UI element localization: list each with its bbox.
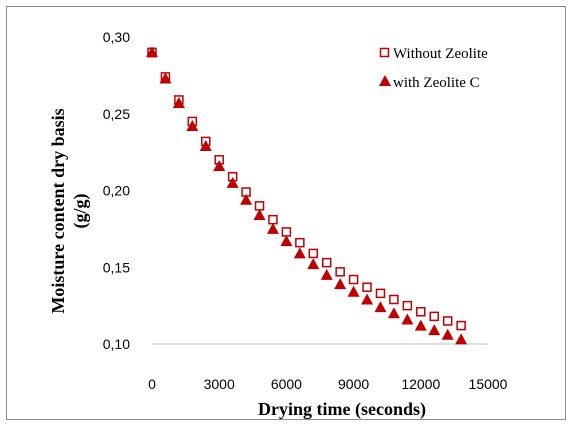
- marker-with-zeolite-c: [199, 139, 212, 151]
- x-tick-label: 3000: [204, 376, 235, 392]
- legend-marker-without-zeolite: [379, 47, 390, 58]
- y-tick-label: 0,15: [103, 259, 130, 275]
- marker-without-zeolite: [456, 320, 466, 331]
- marker-with-zeolite-c: [347, 285, 360, 297]
- legend-marker-with-zeolite-c: [379, 75, 391, 86]
- marker-without-zeolite: [402, 300, 413, 311]
- marker-with-zeolite-c: [320, 268, 333, 280]
- legend-label-with-zeolite-c: with Zeolite C: [393, 75, 480, 91]
- marker-with-zeolite-c: [401, 313, 414, 325]
- x-tick-label: 0: [148, 376, 156, 392]
- marker-with-zeolite-c: [428, 324, 441, 336]
- marker-with-zeolite-c: [334, 278, 347, 290]
- marker-with-zeolite-c: [455, 333, 468, 345]
- marker-with-zeolite-c: [414, 319, 427, 331]
- y-tick-label: 0,10: [103, 336, 130, 352]
- marker-with-zeolite-c: [253, 209, 266, 221]
- y-axis-title-line2: (g/g): [70, 194, 91, 229]
- y-tick-label: 0,30: [103, 29, 130, 45]
- marker-with-zeolite-c: [159, 72, 172, 84]
- legend-label-without-zeolite: Without Zeolite: [393, 46, 488, 62]
- x-axis-title: Drying time (seconds): [258, 399, 426, 420]
- marker-without-zeolite: [295, 237, 305, 248]
- marker-with-zeolite-c: [172, 97, 185, 109]
- legend: Without Zeolite with Zeolite C: [379, 46, 488, 91]
- y-tick-labels: 0,10 0,15 0,20 0,25 0,30: [103, 29, 130, 352]
- data-markers: [146, 46, 468, 345]
- marker-with-zeolite-c: [293, 247, 306, 259]
- marker-with-zeolite-c: [374, 301, 387, 313]
- marker-with-zeolite-c: [226, 176, 239, 188]
- marker-without-zeolite: [268, 214, 278, 225]
- marker-with-zeolite-c: [307, 258, 320, 270]
- chart-frame: [6, 6, 566, 420]
- marker-without-zeolite: [442, 316, 453, 326]
- marker-with-zeolite-c: [361, 293, 374, 305]
- marker-without-zeolite: [429, 311, 439, 322]
- x-tick-label: 6000: [271, 376, 302, 392]
- marker-without-zeolite: [335, 267, 345, 277]
- marker-with-zeolite-c: [240, 193, 253, 205]
- marker-with-zeolite-c: [213, 159, 226, 171]
- x-tick-labels: 0 3000 6000 9000 12000 15000: [148, 376, 508, 392]
- marker-with-zeolite-c: [146, 46, 158, 58]
- y-tick-label: 0,25: [103, 106, 130, 122]
- marker-with-zeolite-c: [266, 222, 279, 234]
- marker-with-zeolite-c: [186, 120, 199, 132]
- marker-without-zeolite: [308, 248, 319, 259]
- x-tick-label: 9000: [338, 376, 369, 392]
- marker-with-zeolite-c: [280, 235, 293, 247]
- x-tick-label: 12000: [401, 376, 440, 392]
- y-tick-label: 0,20: [103, 183, 130, 199]
- marker-without-zeolite: [254, 201, 265, 211]
- marker-without-zeolite: [281, 227, 292, 237]
- marker-without-zeolite: [416, 307, 426, 317]
- marker-with-zeolite-c: [441, 328, 454, 340]
- y-axis-title-line1: Moisture content dry basis: [48, 108, 68, 313]
- marker-with-zeolite-c: [387, 307, 400, 319]
- marker-without-zeolite: [389, 294, 399, 305]
- marker-without-zeolite: [321, 257, 332, 268]
- marker-without-zeolite: [362, 282, 372, 292]
- marker-without-zeolite: [375, 288, 386, 299]
- x-tick-label: 15000: [469, 376, 508, 392]
- marker-without-zeolite: [348, 274, 359, 285]
